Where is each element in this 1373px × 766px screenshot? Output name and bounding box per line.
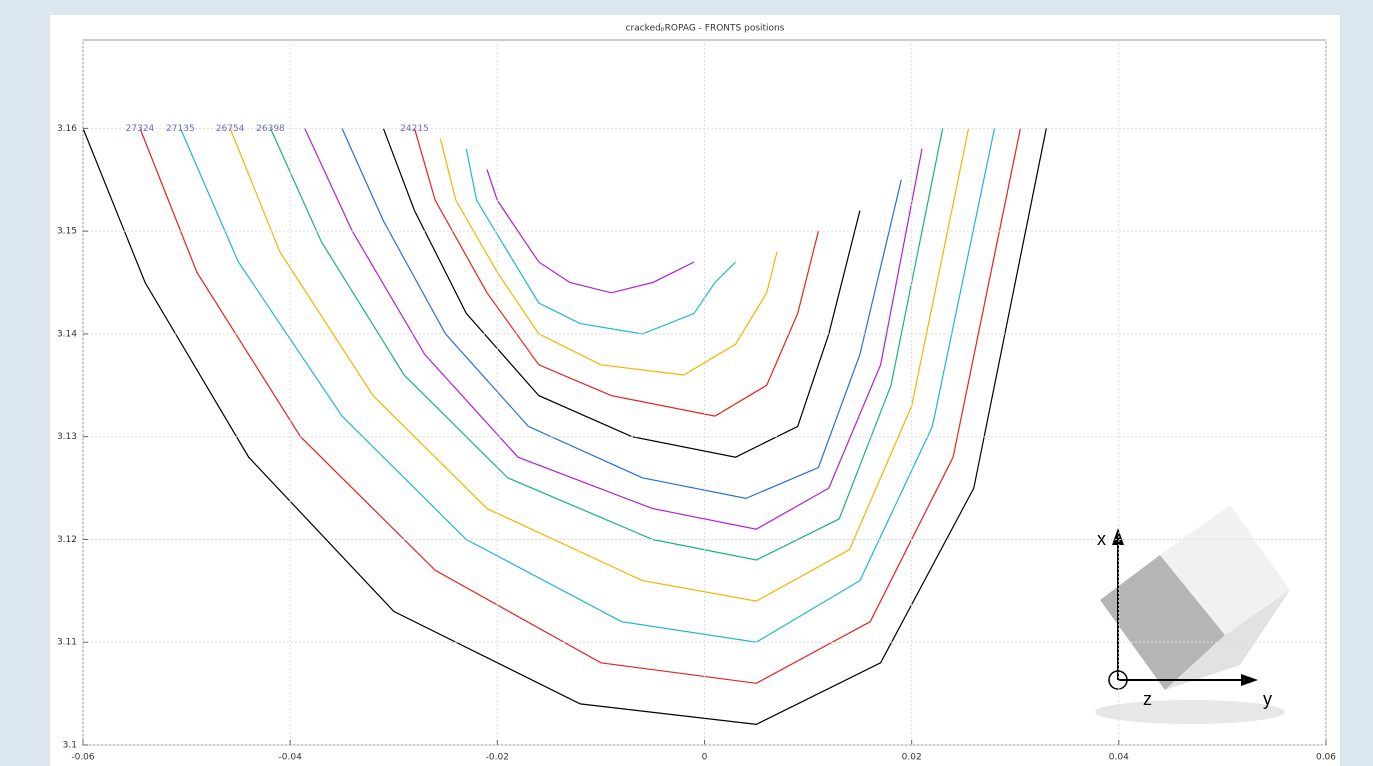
front-label: 27135: [166, 124, 195, 134]
x-tick-label: 0.04: [1109, 753, 1129, 763]
y-tick-label: 3.15: [57, 227, 77, 237]
triad-label: z: [1143, 689, 1152, 709]
y-tick-label: 3.11: [57, 638, 77, 648]
x-tick-label: 0.06: [1316, 753, 1336, 763]
x-tick-label: -0.06: [71, 753, 95, 763]
x-tick-label: 0: [702, 753, 708, 763]
y-tick-label: 3.1: [63, 741, 77, 751]
chart-title: crackedₚROPAG - FRONTS positions: [626, 24, 785, 34]
chart: crackedₚROPAG - FRONTS positions x y z -…: [0, 0, 1373, 766]
x-tick-label: -0.04: [279, 753, 303, 763]
y-tick-label: 3.13: [57, 432, 77, 442]
front-label: 26754: [216, 124, 245, 134]
y-tick-label: 3.14: [57, 329, 77, 339]
triad-label: x: [1097, 529, 1106, 549]
front-label: 27324: [126, 124, 155, 134]
front-label: 24215: [400, 124, 429, 134]
triad-label: y: [1263, 689, 1272, 709]
x-tick-label: -0.02: [486, 753, 509, 763]
front-label: 26398: [256, 124, 285, 134]
y-tick-label: 3.12: [57, 535, 77, 545]
y-tick-label: 3.16: [57, 124, 77, 134]
x-tick-label: 0.02: [902, 753, 922, 763]
page: crackedₚROPAG - FRONTS positions x y z -…: [0, 0, 1373, 766]
